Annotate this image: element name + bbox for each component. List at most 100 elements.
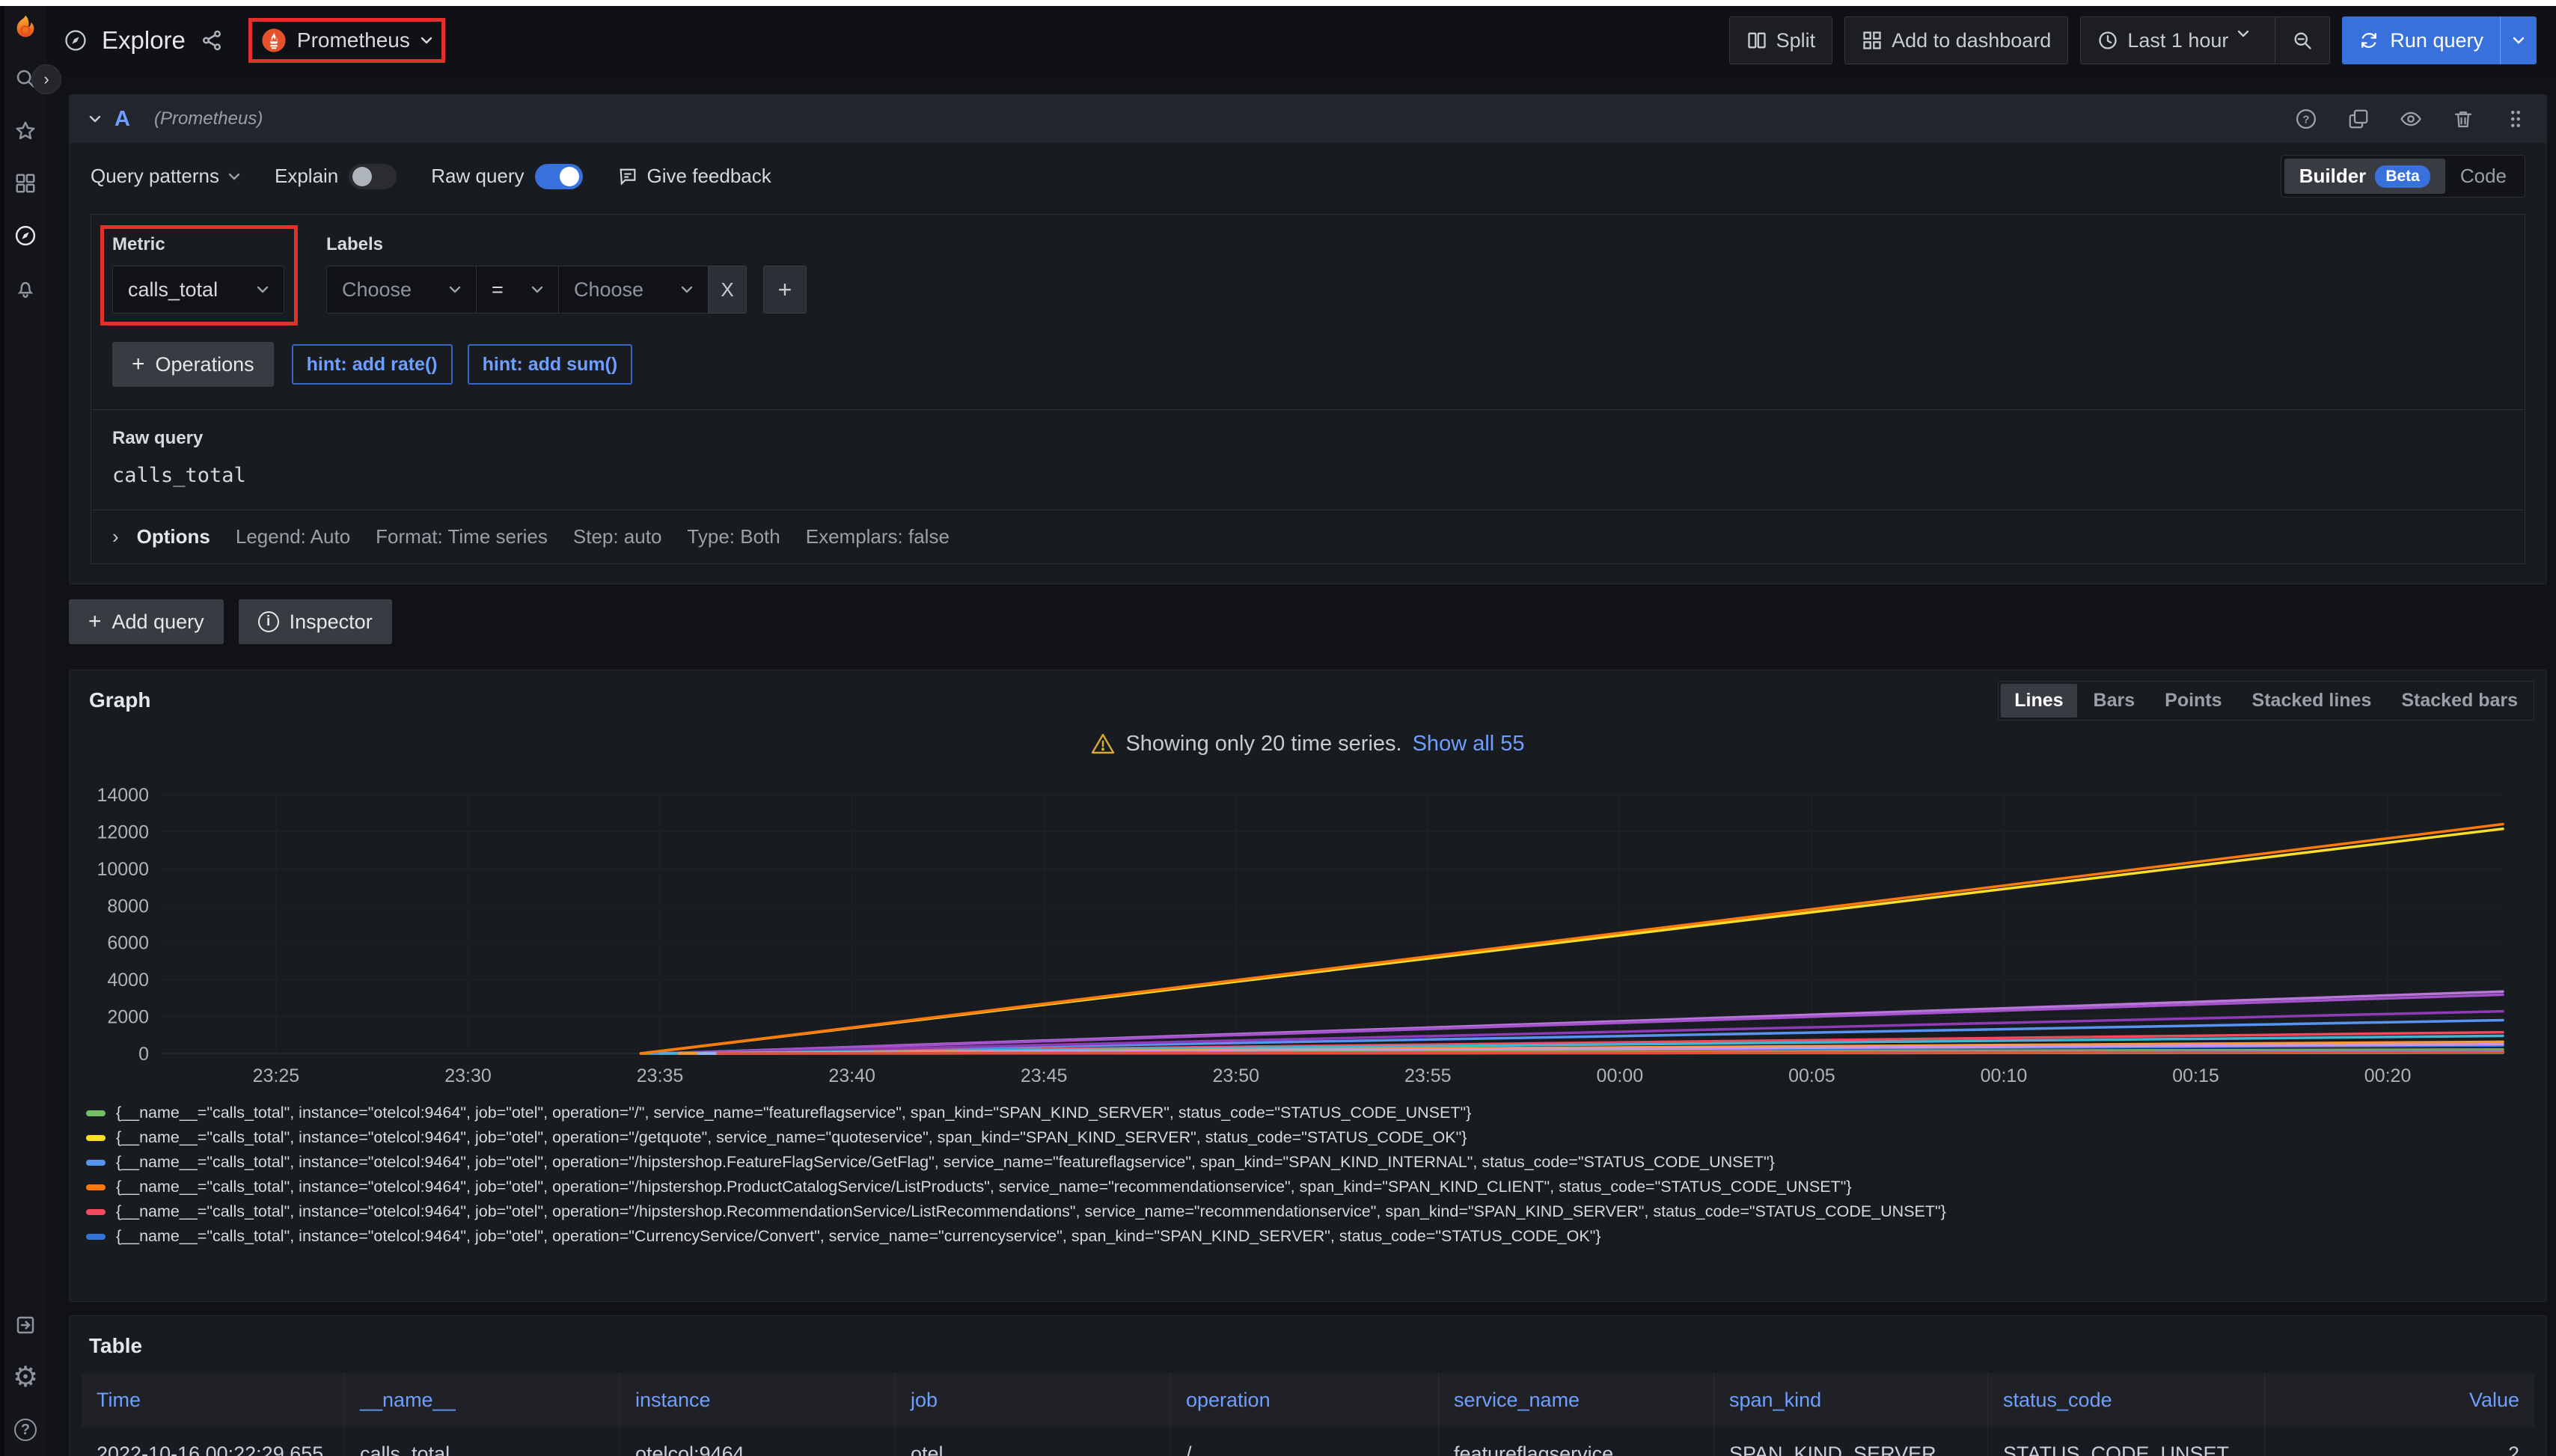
query-ref-id[interactable]: A — [114, 106, 130, 131]
graph-legend: {__name__="calls_total", instance="otelc… — [86, 1101, 2546, 1249]
inspector-button[interactable]: i Inspector — [238, 599, 392, 644]
graph-mode-bars[interactable]: Bars — [2080, 684, 2149, 718]
sign-in-icon[interactable] — [13, 1312, 38, 1338]
add-query-button[interactable]: + Add query — [69, 599, 224, 644]
split-button[interactable]: Split — [1728, 16, 1833, 64]
remove-label-button[interactable]: X — [708, 266, 747, 313]
metric-field: Metric calls_total — [100, 225, 298, 325]
split-icon — [1747, 32, 1766, 49]
query-hint-1[interactable]: hint: add sum() — [467, 344, 633, 385]
sidebar-expand-button[interactable]: › — [31, 64, 61, 94]
table-cell: SPAN_KIND_SERVER — [1714, 1427, 1988, 1456]
column-header-servicename[interactable]: service_name — [1439, 1373, 1714, 1427]
graph-mode-lines[interactable]: Lines — [2001, 684, 2077, 718]
give-feedback-link[interactable]: Give feedback — [617, 165, 771, 188]
metric-select[interactable]: calls_total — [112, 266, 284, 313]
time-series-chart[interactable]: 0 2000 4000 6000 8000 10000 12000 14000 23:25 23:… — [79, 783, 2540, 1093]
query-hint-0[interactable]: hint: add rate() — [291, 344, 453, 385]
collapse-chevron-icon[interactable] — [89, 115, 101, 123]
label-name-select[interactable]: Choose — [326, 266, 476, 313]
query-help-icon[interactable]: ? — [2295, 108, 2317, 130]
legend-item[interactable]: {__name__="calls_total", instance="otelc… — [86, 1224, 2546, 1249]
table-row: 2022-10-16 00:22:29.655 calls_total otelco… — [82, 1427, 2534, 1456]
svg-text:0: 0 — [138, 1044, 149, 1065]
share-icon[interactable] — [201, 29, 223, 52]
query-patterns-button[interactable]: Query patterns — [91, 165, 240, 188]
drag-handle-icon[interactable] — [2504, 108, 2527, 130]
settings-gear-icon[interactable]: ⚙ — [12, 1362, 39, 1393]
column-header-name[interactable]: __name__ — [345, 1373, 620, 1427]
chart-series — [639, 822, 2504, 1055]
graph-mode-stacked-lines[interactable]: Stacked lines — [2239, 684, 2385, 718]
refresh-icon — [2361, 33, 2377, 48]
labels-label: Labels — [326, 234, 384, 254]
column-header-Time[interactable]: Time — [82, 1373, 345, 1427]
explain-toggle[interactable] — [349, 163, 397, 189]
options-label: Options — [136, 525, 210, 548]
graph-title: Graph — [89, 688, 151, 712]
svg-text:23:40: 23:40 — [828, 1065, 875, 1086]
option-summary-item: Exemplars: false — [805, 525, 950, 548]
tab-code[interactable]: Code — [2459, 165, 2507, 187]
legend-label: {__name__="calls_total", instance="otelc… — [116, 1153, 1775, 1171]
explore-compass-icon — [64, 29, 87, 52]
column-header-Value[interactable]: Value — [2468, 1388, 2519, 1411]
legend-swatch — [86, 1233, 106, 1240]
label-operator-select[interactable]: = — [476, 266, 558, 313]
duplicate-query-icon[interactable] — [2347, 108, 2370, 130]
svg-text:14000: 14000 — [97, 785, 149, 806]
datasource-name: Prometheus — [296, 28, 410, 52]
option-summary-item: Format: Time series — [376, 525, 548, 548]
grafana-logo[interactable] — [10, 13, 41, 45]
svg-text:6000: 6000 — [107, 933, 149, 954]
tab-builder[interactable]: Builder Beta — [2284, 159, 2445, 194]
svg-text:12000: 12000 — [97, 822, 149, 842]
legend-item[interactable]: {__name__="calls_total", instance="otelc… — [86, 1101, 2546, 1125]
beta-badge: Beta — [2375, 165, 2430, 188]
operations-button[interactable]: + Operations — [112, 342, 274, 387]
zoom-out-time-button[interactable] — [2275, 16, 2331, 64]
explain-label: Explain — [274, 165, 339, 187]
alerting-bell-icon[interactable] — [13, 275, 38, 301]
table-cell: 2 — [2507, 1442, 2519, 1456]
help-icon[interactable]: ? — [13, 1417, 38, 1443]
graph-mode-stacked-bars[interactable]: Stacked bars — [2388, 684, 2531, 718]
run-query-button[interactable]: Run query — [2342, 16, 2537, 64]
option-summary-item: Type: Both — [687, 525, 780, 548]
svg-text:23:55: 23:55 — [1404, 1065, 1452, 1086]
time-range-picker[interactable]: Last 1 hour — [2080, 16, 2276, 64]
raw-query-toggle[interactable] — [534, 163, 583, 189]
column-header-statuscode[interactable]: status_code — [1988, 1373, 2265, 1427]
legend-item[interactable]: {__name__="calls_total", instance="otelc… — [86, 1199, 2546, 1224]
options-row[interactable]: › Options Legend: Auto Format: Time serie… — [91, 510, 2525, 563]
option-summary-item: Step: auto — [572, 525, 662, 548]
add-to-dashboard-button[interactable]: Add to dashboard — [1844, 16, 2069, 64]
column-header-spankind[interactable]: span_kind — [1714, 1373, 1988, 1427]
add-label-button[interactable]: + — [763, 266, 807, 313]
graph-mode-points[interactable]: Points — [2151, 684, 2235, 718]
legend-item[interactable]: {__name__="calls_total", instance="otelc… — [86, 1125, 2546, 1150]
dashboards-icon[interactable] — [13, 171, 38, 196]
metric-label: Metric — [112, 234, 165, 254]
column-header-operation[interactable]: operation — [1171, 1373, 1439, 1427]
table-header-row: Time __name__ instance job operation service_… — [82, 1373, 2534, 1427]
query-toolbar: Query patterns Explain Raw query Give fe… — [70, 143, 2546, 208]
column-header-instance[interactable]: instance — [620, 1373, 896, 1427]
hide-query-eye-icon[interactable] — [2400, 108, 2422, 130]
svg-text:23:30: 23:30 — [444, 1065, 492, 1086]
label-value-select[interactable]: Choose — [558, 266, 708, 313]
raw-query-label: Raw query — [431, 165, 525, 187]
show-all-series-link[interactable]: Show all 55 — [1412, 731, 1525, 756]
page-title: Explore — [102, 26, 186, 54]
run-query-dropdown[interactable] — [2500, 16, 2537, 64]
svg-text:23:45: 23:45 — [1021, 1065, 1068, 1086]
legend-item[interactable]: {__name__="calls_total", instance="otelc… — [86, 1150, 2546, 1175]
delete-query-trash-icon[interactable] — [2452, 108, 2474, 130]
starred-icon[interactable] — [13, 118, 38, 144]
legend-label: {__name__="calls_total", instance="otelc… — [116, 1202, 1946, 1220]
datasource-picker[interactable]: Prometheus — [261, 28, 432, 53]
window-top-strip — [0, 0, 2556, 6]
legend-item[interactable]: {__name__="calls_total", instance="otelc… — [86, 1175, 2546, 1199]
column-header-job[interactable]: job — [896, 1373, 1171, 1427]
explore-icon[interactable] — [13, 223, 38, 248]
